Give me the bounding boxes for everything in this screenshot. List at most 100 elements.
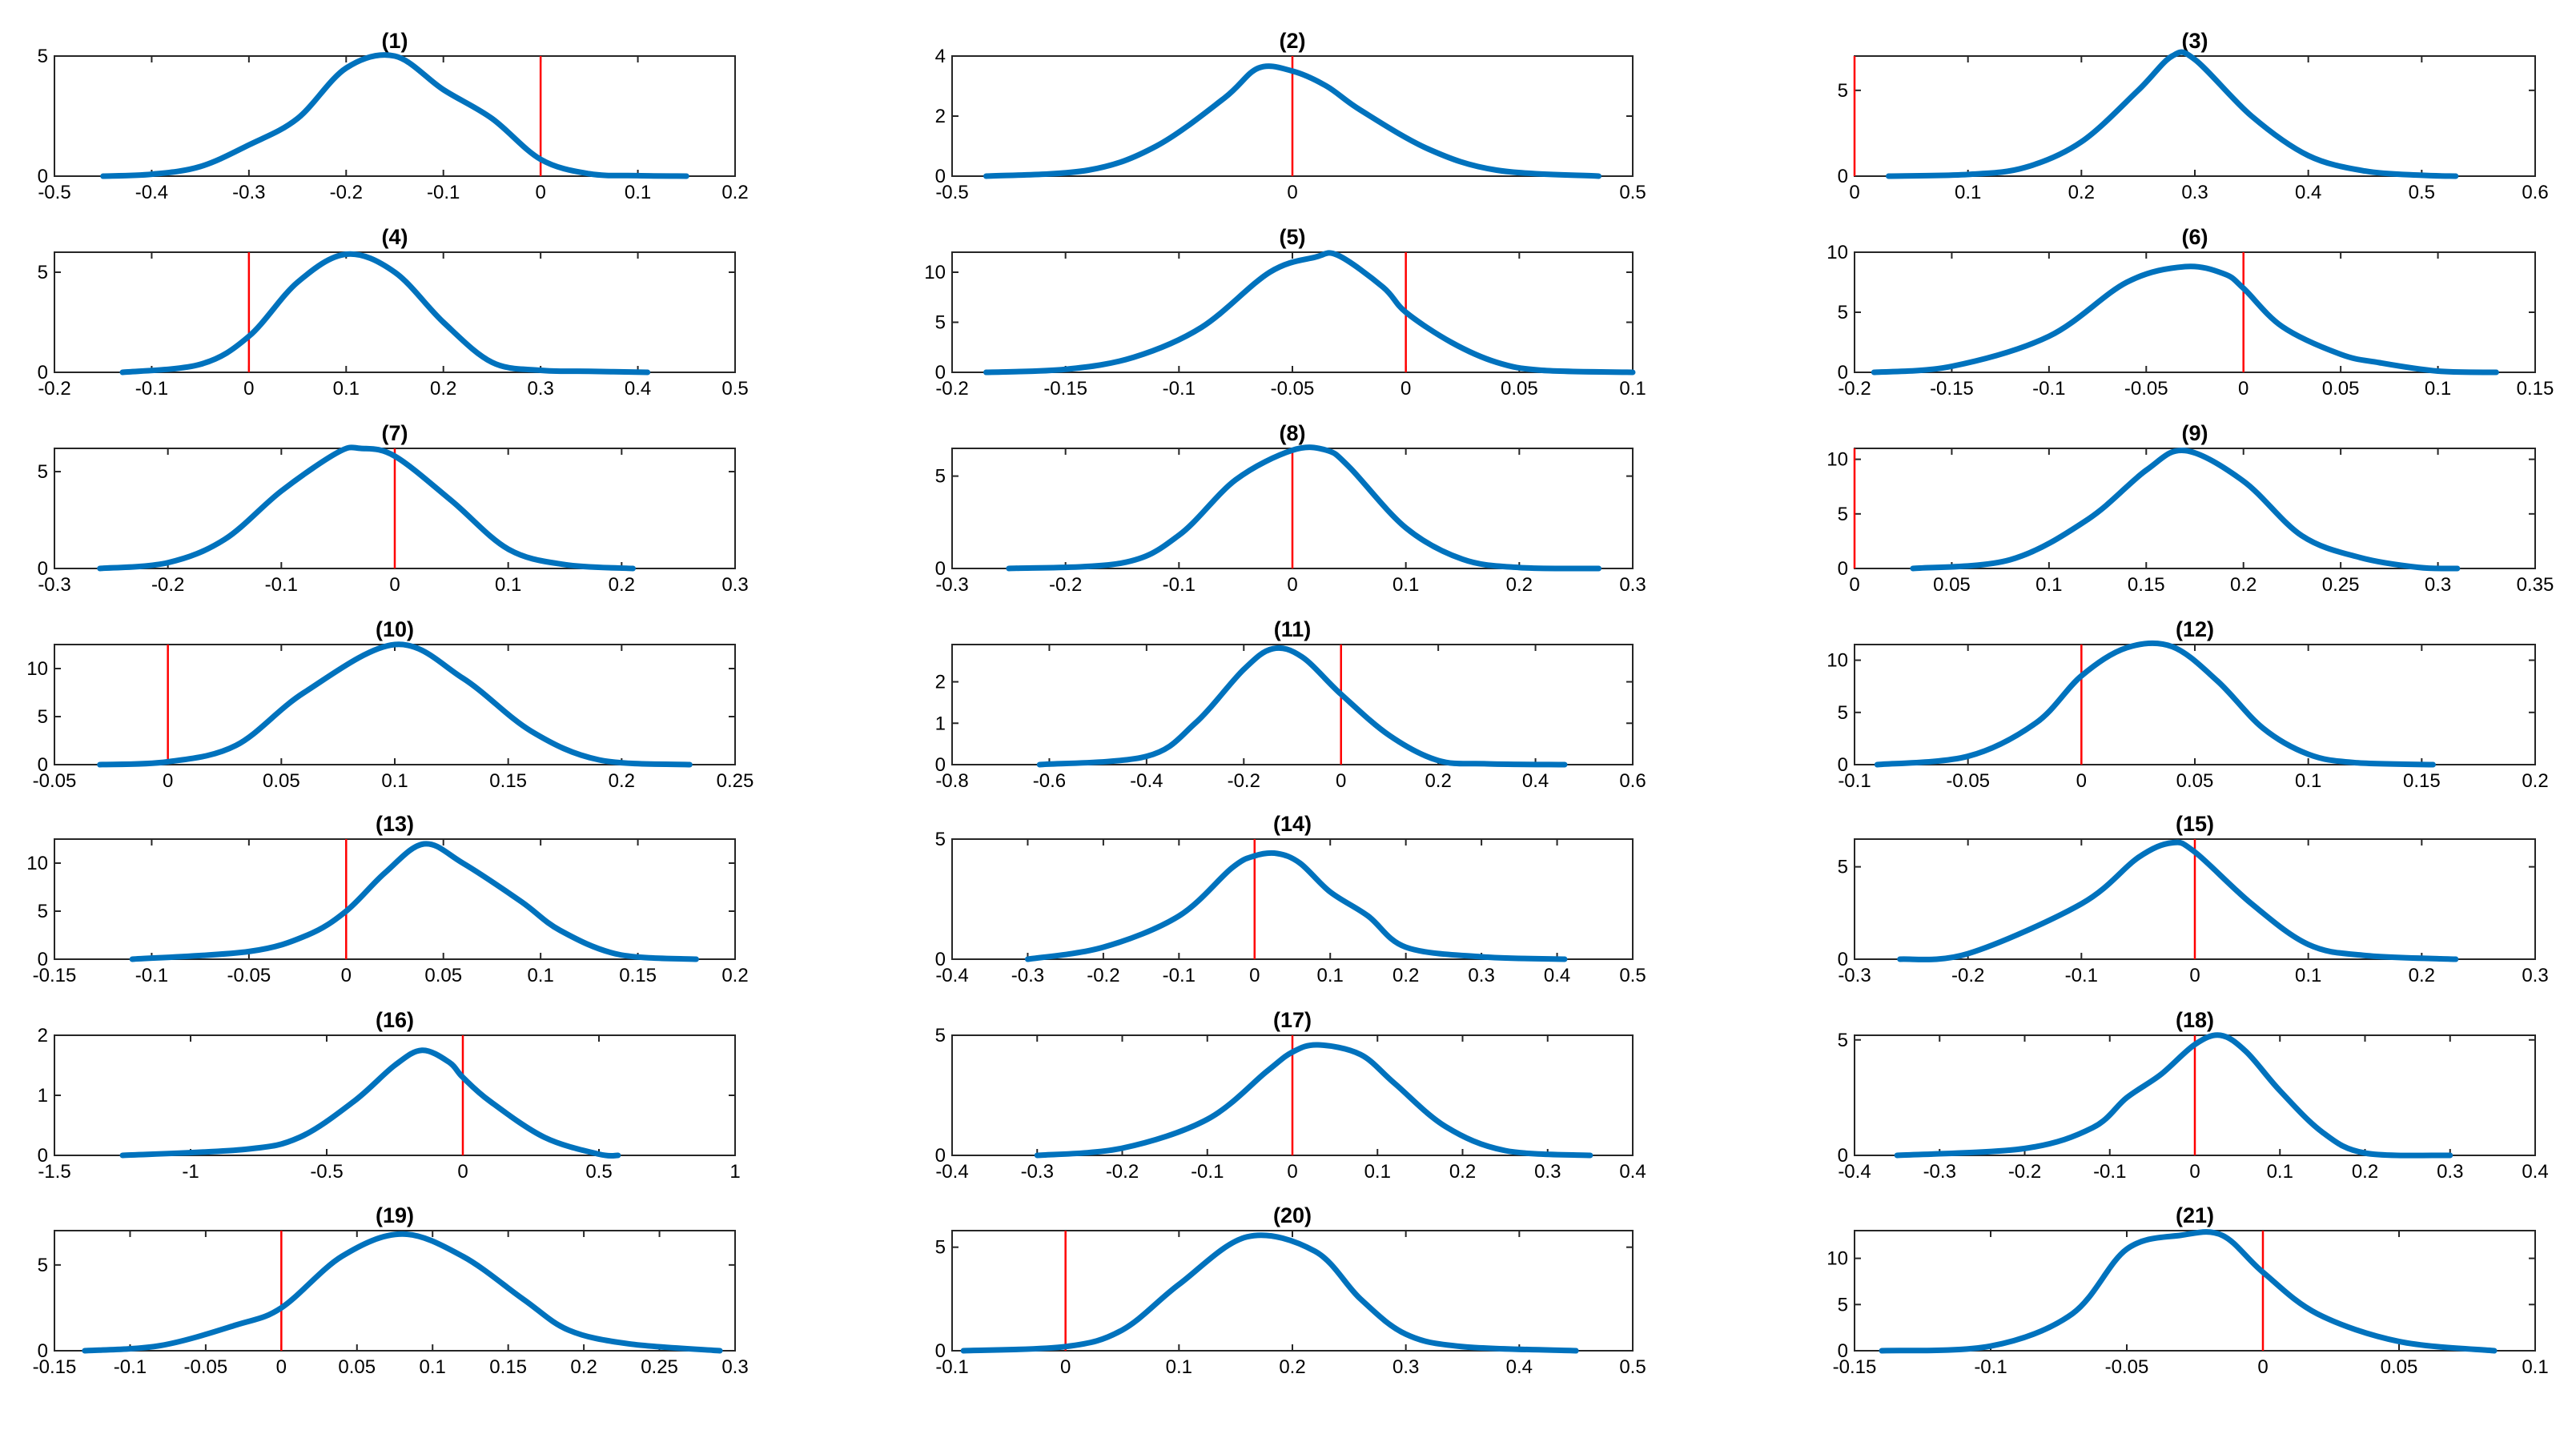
x-tick-label: 0	[2238, 378, 2248, 400]
x-tick-label: 0.5	[1619, 1356, 1646, 1378]
y-tick-label: 10	[1827, 449, 1848, 471]
x-tick-label: 0.2	[1425, 770, 1451, 792]
x-tick-label: 0.25	[717, 770, 754, 792]
x-tick-label: -0.05	[1946, 770, 1990, 792]
x-tick-label: -0.1	[114, 1356, 147, 1378]
x-tick-label: 0	[163, 770, 173, 792]
axes-frame	[1854, 55, 2536, 177]
y-tick-label: 5	[1838, 702, 1848, 724]
x-tick-label: -0.1	[427, 182, 460, 203]
x-tick-label: 0	[2076, 770, 2087, 792]
density-curve	[129, 841, 699, 962]
x-tick-label: -0.1	[935, 1356, 968, 1378]
subplot-21: (21) -0.15 -0.1 -0.05 0 0.05 0.1 0 5 10	[1827, 1203, 2548, 1378]
density-curve	[97, 444, 636, 572]
x-tick-label: 0.3	[1468, 965, 1494, 986]
y-tick-label: 10	[1827, 650, 1848, 672]
x-tick-label: -0.05	[33, 770, 77, 792]
x-tick-label: -0.2	[935, 378, 968, 400]
x-tick-label: 0.6	[1619, 770, 1646, 792]
x-tick-label: 0.35	[2517, 574, 2554, 596]
x-tick-label: -0.2	[1838, 378, 1871, 400]
x-tick-label: 0.1	[1619, 378, 1646, 400]
y-tick-label: 5	[1838, 80, 1848, 102]
x-tick-label: 0.15	[2517, 378, 2554, 400]
density-curve	[1874, 640, 2436, 768]
subplot-3: (3) 0 0.1 0.2 0.3 0.4 0.5 0.6 0 5	[1838, 29, 2549, 203]
x-tick-label: -0.2	[1228, 770, 1260, 792]
y-tick-label: 0	[38, 1145, 48, 1167]
x-tick-label: 0	[1287, 1161, 1297, 1183]
x-tick-label: 0.3	[721, 574, 748, 596]
y-tick-label: 5	[1838, 1030, 1848, 1051]
subplot-title: (19)	[376, 1203, 414, 1227]
x-tick-label: 1	[729, 1161, 740, 1183]
y-tick-label: 0	[935, 362, 946, 384]
subplot-title: (12)	[2176, 617, 2214, 641]
subplot-title: (17)	[1273, 1008, 1312, 1032]
x-tick-label: -0.2	[1951, 965, 1984, 986]
density-curve	[1034, 1042, 1593, 1159]
x-tick-label: -0.6	[1033, 770, 1066, 792]
subplot-20: (20)-0.1 0 0.1 0.2 0.3 0.4 0.505	[935, 1203, 1646, 1378]
x-tick-label: -0.2	[38, 378, 70, 400]
x-tick-label: 0.2	[2068, 182, 2095, 203]
subplot-title: (10)	[376, 617, 414, 641]
density-curve	[983, 63, 1601, 179]
axes-frame	[1854, 251, 2536, 373]
x-tick-label: 0	[535, 182, 545, 203]
x-tick-label: 0.2	[2409, 965, 2435, 986]
density-curve	[1886, 49, 2459, 179]
subplot-16: (16) -1.5 -1 -0.5 0 0.5 1 0 1 2	[38, 1008, 741, 1183]
x-tick-label: -0.2	[151, 574, 184, 596]
density-curve	[97, 641, 693, 768]
y-tick-label: 4	[935, 46, 946, 67]
x-tick-label: -1	[182, 1161, 199, 1183]
x-tick-label: 0.2	[1279, 1356, 1305, 1378]
subplot-title: (6)	[2182, 225, 2208, 249]
x-tick-label: 0	[2189, 1161, 2200, 1183]
x-tick-label: 0.4	[1544, 965, 1570, 986]
x-tick-label: 0.05	[263, 770, 300, 792]
x-tick-label: 0.3	[1392, 1356, 1419, 1378]
subplot-5: (5) -0.2 -0.15 -0.1 -0.05 0 0.05 0.1 0 5 10	[924, 225, 1646, 400]
subplot-18: (18) -0.4 -0.3 -0.2 -0.1 0 0.1 0.2 0.3 0.4 0 5	[1838, 1008, 2549, 1183]
subplot-title: (1)	[382, 29, 408, 53]
x-tick-label: 0.2	[1392, 965, 1419, 986]
density-curve	[1894, 1032, 2453, 1159]
x-tick-label: 0.05	[2176, 770, 2214, 792]
subplot-title: (9)	[2182, 421, 2208, 445]
subplot-7: (7) -0.3 -0.2 -0.1 0 0.1 0.2 0.3 0 5	[38, 421, 749, 596]
x-tick-label: -0.05	[2124, 378, 2168, 400]
x-tick-label: 0.3	[721, 1356, 748, 1378]
density-curve	[983, 250, 1636, 376]
x-tick-label: 0	[2257, 1356, 2268, 1378]
x-tick-label: 0.1	[1166, 1356, 1192, 1378]
subplot-9: (9) 0 0.05 0.1 0.15 0.2 0.25 0.3 0.35 0 5 10	[1827, 421, 2554, 596]
x-tick-label: 0.5	[585, 1161, 612, 1183]
subplot-8: (8) -0.3 -0.2 -0.1 0 0.1 0.2 0.3 0 5	[935, 421, 1646, 596]
y-tick-label: 5	[1838, 302, 1848, 323]
axes-frame	[54, 55, 736, 177]
x-tick-label: -0.3	[38, 574, 70, 596]
x-tick-label: 0.25	[641, 1356, 678, 1378]
subplot-title: (5)	[1280, 225, 1306, 249]
x-tick-label: -0.4	[935, 1161, 968, 1183]
x-tick-label: -0.1	[2065, 965, 2098, 986]
axes-frame	[1854, 448, 2536, 569]
x-tick-label: 0.1	[1392, 574, 1419, 596]
x-tick-label: 0.4	[2295, 182, 2321, 203]
x-tick-label: -0.2	[1087, 965, 1119, 986]
x-tick-label: -0.1	[2093, 1161, 2126, 1183]
subplot-15: (15) -0.3 -0.2 -0.1 0 0.1 0.2 0.3 0 5	[1838, 812, 2549, 986]
subplot-title: (20)	[1273, 1203, 1312, 1227]
x-tick-label: -0.2	[1106, 1161, 1139, 1183]
y-tick-label: 5	[38, 1255, 48, 1276]
density-curve	[1910, 448, 2461, 572]
x-tick-label: 0.1	[1364, 1161, 1391, 1183]
y-tick-label: 5	[38, 262, 48, 283]
axes-frame	[54, 838, 736, 960]
density-curve	[1024, 850, 1568, 962]
x-tick-label: 0.5	[721, 378, 748, 400]
